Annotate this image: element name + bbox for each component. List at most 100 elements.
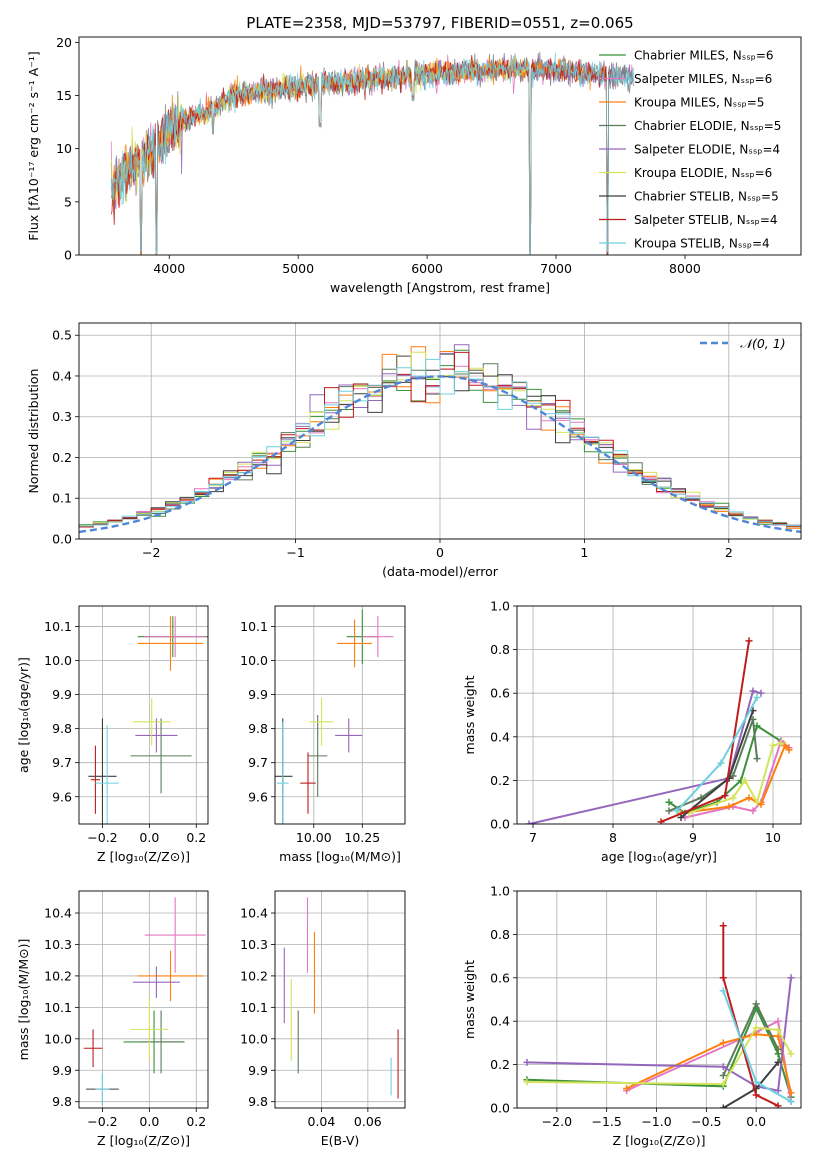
tick-label-x: 8000 <box>669 261 701 276</box>
chart-title: PLATE=2358, MJD=53797, FIBERID=0551, z=0… <box>246 14 633 32</box>
legend-entry: Salpeter ELODIE, Nₛₛₚ=4 <box>634 143 780 157</box>
legend: 𝒩(0, 1) <box>700 336 786 351</box>
weight-point <box>749 687 757 695</box>
tick-label-x: 0.06 <box>354 1114 382 1129</box>
weight-point <box>777 739 785 747</box>
y-axis-label: age [log₁₀(age/yr)] <box>16 657 31 773</box>
y-axis-label: Normed distribution <box>26 369 41 494</box>
tick-label-y: 0.3 <box>52 409 72 424</box>
tick-label-y: 0.0 <box>490 817 510 832</box>
tick-label-x: 10.25 <box>344 830 380 845</box>
axes-spectrum: 4000 5000 6000 7000 8000 0 5 10 15 20 wavelength [… <box>26 35 802 295</box>
axes-frame <box>78 322 802 540</box>
tick-label-x: 0.2 <box>186 830 206 845</box>
tick-label-y: 9.9 <box>248 1063 268 1078</box>
weight-line <box>684 739 790 819</box>
tick-label-x: 9 <box>689 830 697 845</box>
weight-point <box>717 759 725 767</box>
weight-point <box>719 1039 727 1047</box>
weight-point <box>769 742 777 750</box>
legend-entry: Kroupa STELIB, Nₛₛₚ=4 <box>634 237 770 251</box>
tick-label-x: −0.2 <box>87 830 117 845</box>
tick-label-x: −0.2 <box>87 1114 117 1129</box>
x-axis-label: Z [log₁₀(Z/Z⊙)] <box>97 1133 190 1148</box>
tick-label-x: −1.0 <box>641 1114 671 1129</box>
tick-label-y: 9.9 <box>248 687 268 702</box>
tick-label-x: −0.5 <box>691 1114 721 1129</box>
weight-point <box>785 746 793 754</box>
weight-point <box>752 1078 760 1086</box>
x-axis-label: Z [log₁₀(Z/Z⊙)] <box>613 1133 706 1148</box>
y-axis-label: mass weight <box>462 960 477 1039</box>
grid <box>275 606 405 824</box>
tick-label-y: 10.0 <box>44 653 72 668</box>
tick-label-y: 10.1 <box>44 1000 72 1015</box>
grid <box>79 891 208 1108</box>
tick-label-y: 1.0 <box>490 599 510 614</box>
weight-point <box>753 798 761 806</box>
weight-point <box>745 637 753 645</box>
tick-label-y: 0.5 <box>52 328 72 343</box>
legend-entry: Kroupa ELODIE, Nₛₛₚ=6 <box>634 166 772 180</box>
tick-label-x: −2.0 <box>542 1114 572 1129</box>
axes-age-vs-Z: −0.2 0.0 0.2 9.6 9.7 9.8 9.9 10.0 10.1 Z [log₁₀(Z… <box>16 605 209 864</box>
weight-point <box>523 1078 531 1086</box>
plot-area <box>88 616 208 824</box>
weight-point <box>787 1089 795 1097</box>
gaussian-curve <box>79 375 801 534</box>
weight-point <box>774 1045 782 1053</box>
y-axis-label: mass [log₁₀(M/M⊙)] <box>16 939 31 1061</box>
tick-label-x: 8 <box>609 830 617 845</box>
weight-point <box>757 800 765 808</box>
tick-label-y: 10.1 <box>240 619 268 634</box>
weight-point <box>774 1102 782 1108</box>
weight-point <box>752 1000 760 1008</box>
tick-label-x: −1 <box>286 545 304 560</box>
tick-label-x: 0.0 <box>139 1114 159 1129</box>
weight-point <box>523 1058 531 1066</box>
tick-label-y: 10.2 <box>44 968 72 983</box>
weight-point <box>753 694 761 702</box>
weight-point <box>719 1104 727 1108</box>
weight-point <box>721 792 729 800</box>
tick-label-y: 0.6 <box>490 686 510 701</box>
weight-point <box>774 1058 782 1066</box>
axes-mass-vs-Z: −0.2 0.0 0.2 9.8 9.9 10.0 10.1 10.2 10.3 10.4 Z [l… <box>16 890 209 1148</box>
tick-label-y: 0.8 <box>490 642 510 657</box>
tick-label-y: 0.2 <box>490 1057 510 1072</box>
legend-entry: Chabrier ELODIE, Nₛₛₚ=5 <box>634 119 781 133</box>
tick-label-x: 1 <box>580 545 588 560</box>
weight-point <box>665 807 673 815</box>
spectrum-line <box>110 52 634 255</box>
tick-label-y: 9.9 <box>52 687 72 702</box>
weight-point <box>741 776 749 784</box>
tick-label-y: 0.2 <box>490 773 510 788</box>
legend-entry: 𝒩(0, 1) <box>740 336 786 351</box>
histogram-step <box>79 358 801 527</box>
tick-label-x: 10 <box>765 830 781 845</box>
weight-point <box>774 1087 782 1095</box>
legend-entry: Kroupa MILES, Nₛₛₚ=5 <box>634 96 764 110</box>
weight-point <box>677 813 685 821</box>
grid <box>517 605 801 825</box>
legend-entry: Salpeter STELIB, Nₛₛₚ=4 <box>634 213 778 227</box>
tick-label-y: 1.0 <box>490 884 510 899</box>
tick-label-x: 2 <box>725 545 733 560</box>
grid <box>79 606 208 824</box>
axes-mass-vs-EBV: 0.04 0.06 9.8 9.9 10.0 10.1 10.2 10.3 10.4 E(B-V) <box>240 890 406 1148</box>
axes-frame <box>78 890 209 1109</box>
tick-label-x: 6000 <box>411 261 443 276</box>
tick-label-x: 10.00 <box>296 830 332 845</box>
weight-point <box>752 1024 760 1032</box>
axes-frame <box>78 605 209 825</box>
weight-point <box>745 794 753 802</box>
y-axis-label: Flux [fλ10⁻¹⁷ erg cm⁻² s⁻¹ A⁻¹] <box>26 51 41 240</box>
tick-label-x: 0 <box>436 545 444 560</box>
tick-label-y: 10.1 <box>240 1000 268 1015</box>
weight-line <box>626 1019 792 1102</box>
tick-label-y: 15 <box>56 88 72 103</box>
weight-point <box>623 1084 631 1092</box>
axes-weight-vs-Z: −2.0 −1.5 −1.0 −0.5 0.0 0.0 0.2 0.4 0.6 0.8 1.0 Z [… <box>462 884 802 1148</box>
weight-point <box>774 1026 782 1034</box>
